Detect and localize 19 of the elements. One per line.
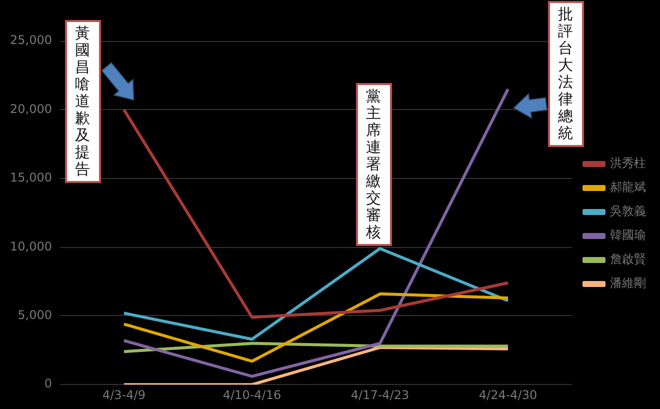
legend-label: 吳敦義 [610, 204, 646, 218]
y-tick-label: 20,000 [10, 102, 52, 116]
y-tick-label: 0 [44, 376, 52, 391]
legend-label: 韓國瑜 [610, 228, 646, 242]
legend-label: 潘維剛 [610, 276, 646, 290]
x-tick-label: 4/10-4/16 [222, 388, 282, 402]
y-tick-label: 25,000 [10, 33, 52, 48]
y-tick-label: 10,000 [10, 239, 52, 254]
annotation: 批評台大法律總統 [558, 5, 574, 142]
text: 黨主席連署繳交審核 [366, 87, 381, 241]
x-tick-label: 4/24-4/30 [478, 388, 538, 402]
x-tick-label: 4/17-4/23 [350, 388, 410, 402]
x-tick-label: 4/3-4/9 [102, 388, 146, 402]
y-tick-label: 15,000 [10, 170, 52, 185]
y-tick-label: 5,000 [18, 308, 52, 322]
legend-label: 洪秀柱 [610, 156, 646, 170]
text: 黃國昌嗆道歉及提告 [75, 24, 90, 178]
legend-label: 郝龍斌 [610, 180, 646, 194]
legend-label: 詹啟賢 [610, 252, 646, 266]
